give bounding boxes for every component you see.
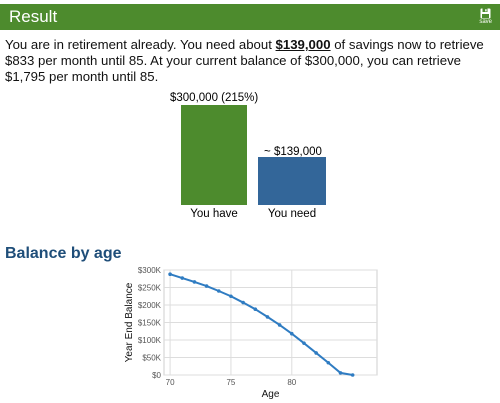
balance-data-point [168, 272, 172, 277]
x-axis-title: Age [262, 389, 280, 400]
balance-data-point [180, 276, 185, 280]
balance-data-point [326, 360, 331, 365]
x-tick-label: 80 [287, 378, 296, 387]
balance-section-title: Balance by age [5, 245, 122, 262]
y-axis-title: Year End Balance [124, 282, 135, 362]
balance-data-point [302, 341, 306, 345]
balance-data-point [290, 331, 294, 336]
balance-data-point [241, 300, 245, 305]
y-tick-label: $250K [138, 284, 162, 293]
balance-data-point [314, 351, 318, 355]
need-value-label: ~ $139,000 [264, 146, 322, 158]
balance-series-line [169, 273, 353, 376]
needed-amount: $139,000 [275, 37, 331, 52]
need-bar [258, 157, 326, 205]
balance-data-point [216, 289, 221, 293]
summary-text-part2: of savings now to retrieve $833 per mont… [5, 37, 484, 84]
summary-text-part1: You are in retirement already. You need … [5, 37, 276, 52]
balance-data-point [350, 373, 355, 377]
save-button[interactable]: save [479, 8, 492, 26]
balance-data-point [192, 280, 197, 284]
y-tick-label: $300K [138, 266, 162, 275]
y-tick-label: $0 [152, 371, 161, 380]
balance-data-point [338, 371, 343, 375]
x-tick-label: 70 [166, 378, 175, 387]
result-header: Result save [0, 4, 500, 30]
balance-data-point [277, 323, 282, 327]
save-label: save [479, 19, 492, 25]
balance-data-point [229, 294, 233, 299]
result-summary: You are in retirement already. You need … [5, 37, 497, 85]
balance-data-point [204, 284, 209, 288]
floppy-disk-icon [480, 8, 491, 19]
x-tick-label: 75 [226, 378, 235, 387]
y-tick-label: $150K [138, 319, 162, 328]
have-bar [181, 105, 247, 205]
result-title: Result [9, 7, 58, 26]
have-value-label: $300,000 (215%) [170, 92, 259, 104]
have-caption: You have [190, 208, 238, 220]
balance-data-point [253, 307, 258, 312]
y-tick-label: $200K [138, 301, 162, 310]
y-tick-label: $50K [142, 354, 161, 363]
balance-data-point [265, 315, 270, 319]
need-caption: You need [267, 208, 317, 220]
y-tick-label: $100K [138, 336, 162, 345]
